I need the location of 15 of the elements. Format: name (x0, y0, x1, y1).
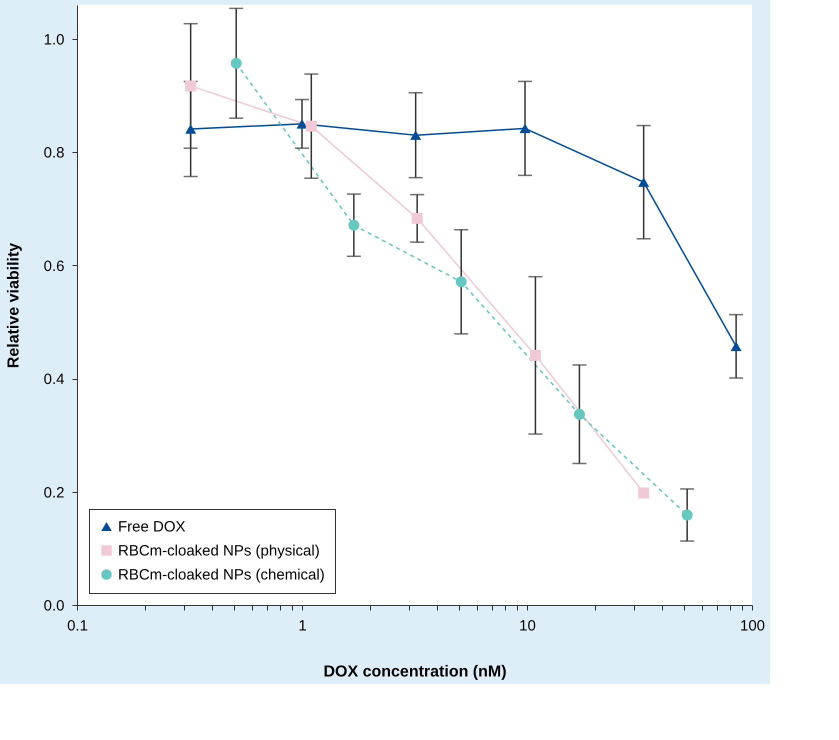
x-tick-label: 0.1 (67, 618, 88, 634)
y-tick-label: 0.8 (44, 144, 64, 162)
y-tick-label: 0.0 (44, 598, 64, 614)
legend-label: RBCm-cloaked NPs (chemical) (118, 566, 325, 584)
y-tick-label: 0.2 (44, 484, 64, 502)
y-tick-label: 1.0 (44, 31, 64, 48)
legend-label: RBCm-cloaked NPs (physical) (118, 542, 320, 560)
y-tick-label: 0.4 (44, 371, 64, 388)
legend-label: Free DOX (118, 518, 186, 536)
x-tick-label: 1 (298, 618, 307, 634)
x-axis-title: DOX concentration (nM) (323, 664, 507, 680)
x-tick-label: 10 (519, 618, 536, 634)
y-tick-label: 0.6 (44, 258, 64, 275)
y-axis-title: Relative viability (6, 242, 23, 368)
x-tick-label: 100 (740, 618, 766, 634)
